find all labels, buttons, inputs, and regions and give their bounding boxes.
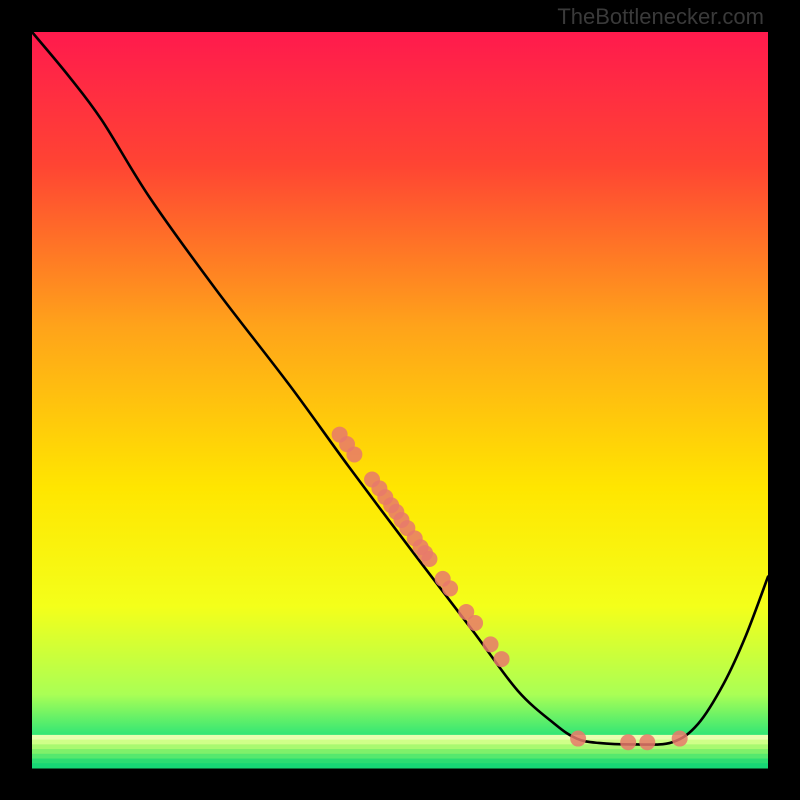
green-band-stripe	[32, 754, 768, 759]
green-band-stripe	[32, 749, 768, 754]
data-point	[483, 636, 499, 652]
data-point	[672, 731, 688, 747]
chart-container: TheBottlenecker.com	[0, 0, 800, 800]
data-point	[421, 551, 437, 567]
data-point	[442, 580, 458, 596]
data-point	[639, 734, 655, 750]
green-band-stripe	[32, 735, 768, 740]
data-point	[570, 731, 586, 747]
data-point	[494, 651, 510, 667]
data-point	[467, 615, 483, 631]
data-point	[346, 446, 362, 462]
plot-area	[32, 32, 768, 768]
chart-svg	[0, 0, 800, 800]
data-point	[620, 734, 636, 750]
green-band-stripe	[32, 759, 768, 764]
green-band-stripe	[32, 763, 768, 768]
watermark-label: TheBottlenecker.com	[557, 4, 764, 30]
